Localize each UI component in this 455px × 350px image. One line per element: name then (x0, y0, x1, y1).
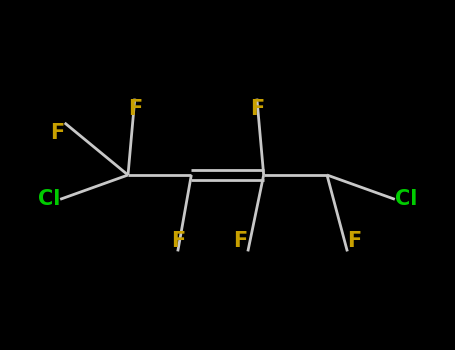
Text: F: F (171, 231, 185, 251)
Text: F: F (347, 231, 362, 251)
Text: Cl: Cl (395, 189, 417, 209)
Text: F: F (128, 99, 142, 119)
Text: Cl: Cl (38, 189, 60, 209)
Text: F: F (51, 123, 65, 143)
Text: F: F (250, 99, 264, 119)
Text: F: F (233, 231, 248, 251)
